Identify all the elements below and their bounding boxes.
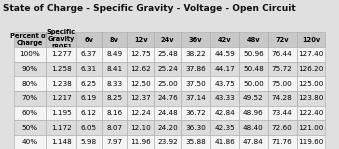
Text: State of Charge - Specific Gravity - Voltage - Open Circuit: State of Charge - Specific Gravity - Vol… (3, 4, 296, 13)
